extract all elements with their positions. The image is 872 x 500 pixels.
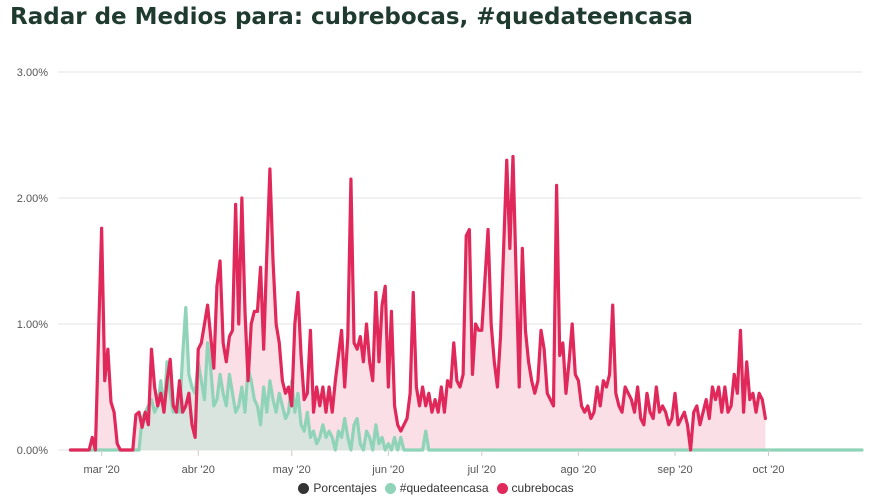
- y-tick-label: 2.00%: [17, 193, 48, 205]
- x-tick-label: mar '20: [83, 464, 119, 476]
- x-axis: mar '20 abr '20 may '20 jun '20 jul '20 ago '…: [83, 450, 785, 476]
- x-tick-label: ago '20: [561, 464, 597, 476]
- legend-item[interactable]: cubrebocas: [496, 481, 574, 495]
- legend-swatch: [496, 482, 508, 494]
- legend-label: Porcentajes: [313, 481, 377, 495]
- legend-label: #quedateencasa: [399, 481, 489, 495]
- y-axis: 0.00% 1.00% 2.00% 3.00%: [17, 67, 48, 457]
- legend-item[interactable]: #quedateencasa: [384, 481, 489, 495]
- x-tick-label: jul '20: [467, 464, 496, 476]
- legend-swatch: [298, 482, 310, 494]
- series-areas: [70, 156, 863, 451]
- y-tick-label: 1.00%: [17, 319, 48, 331]
- legend-label: cubrebocas: [511, 481, 574, 495]
- x-tick-label: jun '20: [371, 464, 404, 476]
- y-tick-label: 0.00%: [17, 445, 48, 457]
- x-tick-label: oct '20: [752, 464, 784, 476]
- series-area-quedateencasa: [70, 307, 863, 450]
- x-tick-label: abr '20: [182, 464, 215, 476]
- x-tick-label: sep '20: [657, 464, 692, 476]
- legend-swatch: [384, 482, 396, 494]
- chart-legend: Porcentajes #quedateencasa cubrebocas: [0, 481, 872, 497]
- legend-item[interactable]: Porcentajes: [298, 481, 377, 495]
- x-tick-label: may '20: [273, 464, 311, 476]
- y-tick-label: 3.00%: [17, 67, 48, 79]
- series-line-quedateencasa: [68, 306, 864, 452]
- series-line-cubrebocas: [68, 154, 767, 452]
- chart-title: Radar de Medios para: cubrebocas, #queda…: [10, 4, 693, 30]
- series-lines: [68, 154, 864, 452]
- series-area-cubrebocas: [70, 156, 766, 451]
